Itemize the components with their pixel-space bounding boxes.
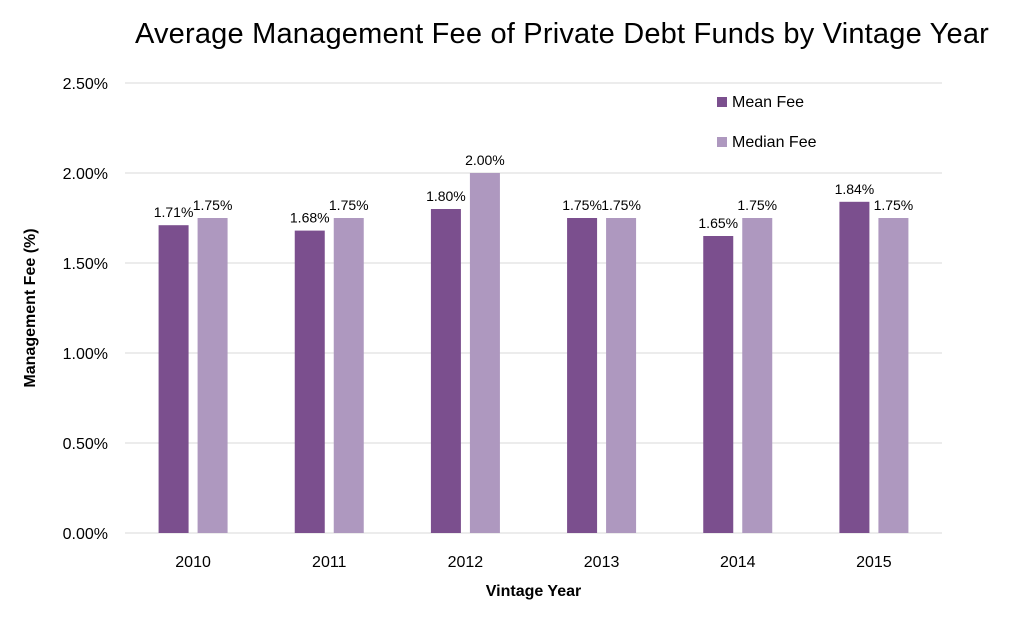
mean-fee-bar — [567, 218, 598, 533]
mean-fee-data-label: 1.80% — [426, 188, 466, 204]
mean-fee-bar — [294, 230, 325, 533]
x-axis-title: Vintage Year — [486, 583, 581, 600]
median-fee-bar — [197, 218, 228, 533]
median-fee-data-label: 1.75% — [329, 197, 369, 213]
chart-title: Average Management Fee of Private Debt F… — [134, 18, 990, 50]
median-fee-data-label: 1.75% — [193, 197, 233, 213]
mean-fee-bar — [703, 236, 734, 533]
median-fee-data-label: 2.00% — [465, 152, 505, 168]
median-fee-data-label: 1.75% — [737, 197, 777, 213]
x-tick-label: 2012 — [448, 554, 484, 571]
y-tick-label: 1.00% — [63, 346, 108, 363]
median-fee-bar — [606, 218, 637, 533]
y-tick-label: 0.00% — [63, 526, 108, 543]
mean-fee-data-label: 1.71% — [154, 204, 194, 220]
y-tick-label: 0.50% — [63, 436, 108, 453]
legend-swatch-mean — [717, 97, 727, 107]
x-tick-label: 2014 — [720, 554, 756, 571]
x-tick-label: 2013 — [584, 554, 620, 571]
mean-fee-bar — [839, 201, 870, 534]
mean-fee-bar — [158, 225, 189, 533]
mean-fee-data-label: 1.68% — [290, 210, 330, 226]
y-tick-label: 1.50% — [63, 256, 108, 273]
legend-swatch-median — [717, 137, 727, 147]
x-tick-label: 2015 — [856, 554, 892, 571]
legend-label-mean: Mean Fee — [732, 94, 804, 111]
y-tick-label: 2.50% — [63, 76, 108, 93]
mean-fee-bar — [430, 209, 461, 533]
median-fee-data-label: 1.75% — [601, 197, 641, 213]
median-fee-bar — [333, 218, 364, 533]
legend-label-median: Median Fee — [732, 134, 817, 151]
mean-fee-data-label: 1.75% — [562, 197, 602, 213]
mean-fee-data-label: 1.84% — [835, 181, 875, 197]
median-fee-bar — [742, 218, 773, 533]
median-fee-data-label: 1.75% — [874, 197, 914, 213]
y-tick-label: 2.00% — [63, 166, 108, 183]
mean-fee-data-label: 1.65% — [698, 215, 738, 231]
x-tick-label: 2010 — [175, 554, 211, 571]
median-fee-bar — [469, 173, 500, 533]
x-tick-label: 2011 — [312, 554, 347, 571]
y-axis-title: Management Fee (%) — [22, 228, 39, 387]
median-fee-bar — [878, 218, 909, 533]
